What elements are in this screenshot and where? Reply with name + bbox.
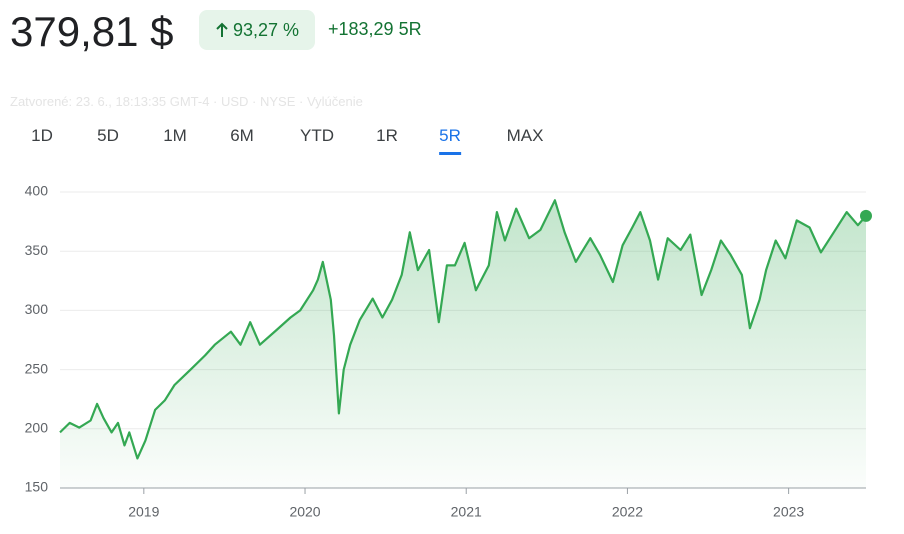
last-point [860, 209, 872, 222]
change-value: +183,29 [328, 19, 394, 39]
range-tab[interactable]: MAX [506, 126, 544, 145]
price: 379,81 $ [10, 8, 174, 55]
y-tick-label: 150 [25, 479, 49, 495]
change-percent: 93,27 % [232, 19, 300, 40]
status-line: Zatvorené: 23. 6., 18:13:35 GMT-4 · USD … [10, 94, 363, 109]
x-tick-label: 2020 [289, 504, 320, 520]
x-tick-label: 2021 [451, 504, 482, 520]
x-tick-label: 2019 [128, 504, 159, 520]
price-line [59, 199, 867, 460]
range-tab[interactable]: 1R [376, 126, 398, 145]
y-tick-label: 350 [25, 242, 49, 258]
range-tab[interactable]: 5R [439, 126, 461, 155]
change-abs: +183,29 5R [328, 19, 422, 40]
x-tick-label: 2023 [773, 504, 804, 520]
y-tick-label: 250 [25, 360, 49, 376]
x-tick-label: 2022 [612, 504, 643, 520]
y-tick-label: 300 [25, 301, 49, 317]
range-tab[interactable]: 1D [31, 126, 53, 145]
change-badge: 93,27 % [199, 10, 315, 50]
range-tab[interactable]: 6M [230, 126, 254, 145]
range-tab[interactable]: YTD [300, 126, 334, 145]
range-tab[interactable]: 1M [163, 126, 187, 145]
y-tick-label: 200 [25, 420, 49, 436]
area [60, 200, 866, 489]
range-tab[interactable]: 5D [97, 126, 119, 145]
arrow-up-icon [216, 22, 228, 37]
y-tick-label: 400 [25, 183, 49, 199]
change-period: 5R [398, 19, 422, 39]
